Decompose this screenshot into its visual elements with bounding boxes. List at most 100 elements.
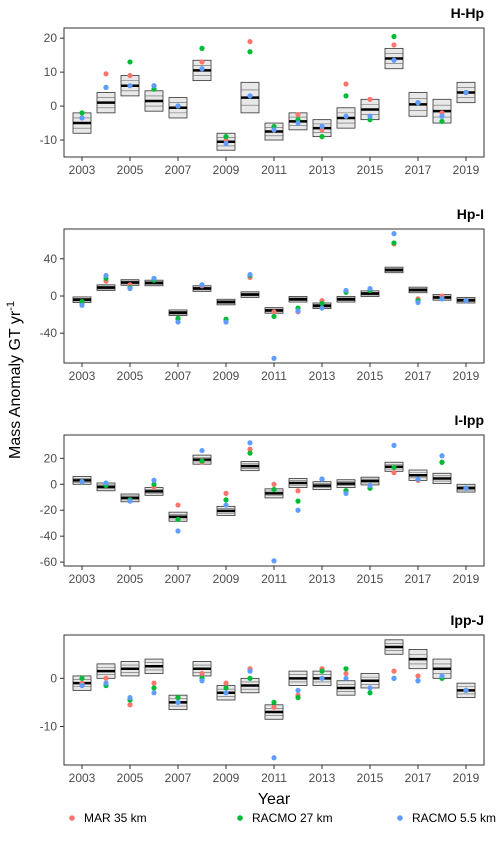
- x-tick-label: 2013: [309, 163, 336, 177]
- point-mar-35-km: [199, 670, 205, 677]
- point-racmo-27-km: [79, 110, 85, 116]
- panel-title: Hp-I: [457, 206, 484, 222]
- point-racmo-5-5-km: [79, 115, 85, 121]
- x-tick-label: 2015: [357, 771, 384, 785]
- grace-box: [288, 296, 308, 303]
- x-tick-label: 2015: [357, 572, 384, 586]
- x-tick-label: 2013: [309, 369, 336, 383]
- y-axis-title: Mass Anomaly GT yr-1: [5, 301, 24, 459]
- point-racmo-5-5-km: [463, 687, 469, 693]
- panel-frame: [63, 434, 485, 567]
- x-tick-label: 2017: [405, 572, 432, 586]
- point-racmo-5-5-km: [151, 275, 157, 281]
- point-racmo-5-5-km: [127, 285, 133, 292]
- point-racmo-5-5-km: [343, 287, 349, 294]
- point-racmo-5-5-km: [295, 308, 301, 314]
- y-tick-label: 20: [44, 451, 58, 465]
- y-tick-label: -10: [40, 719, 58, 733]
- point-racmo-5-5-km: [463, 89, 469, 96]
- x-tick-label: 2007: [165, 369, 192, 383]
- grace-box: [264, 488, 284, 499]
- point-racmo-5-5-km: [223, 502, 229, 508]
- point-racmo-5-5-km: [439, 673, 445, 679]
- point-mar-35-km: [271, 309, 277, 315]
- point-racmo-27-km: [223, 134, 229, 140]
- panel-hp-i: Hp-I -40 0 40 2003 2005 2007 2009 2011 2013 2015 20…: [40, 206, 485, 383]
- x-tick-label: 2017: [405, 771, 432, 785]
- y-tick-label: 0: [50, 671, 57, 685]
- point-racmo-27-km: [271, 699, 277, 706]
- y-tick-label: -60: [40, 555, 58, 569]
- x-tick-label: 2009: [213, 369, 240, 383]
- x-tick-label: 2011: [261, 369, 287, 383]
- y-axis-title-superscript: -1: [5, 301, 17, 311]
- grace-box: [336, 296, 356, 303]
- point-racmo-27-km: [151, 685, 157, 691]
- point-racmo-5-5-km: [175, 103, 181, 109]
- point-racmo-5-5-km: [391, 675, 397, 681]
- grace-box: [384, 266, 404, 274]
- point-racmo-5-5-km: [199, 282, 205, 288]
- point-racmo-5-5-km: [151, 477, 157, 483]
- grace-box: [168, 309, 188, 316]
- point-racmo-5-5-km: [271, 355, 277, 361]
- point-racmo-27-km: [79, 675, 85, 681]
- point-racmo-5-5-km: [247, 668, 253, 674]
- grace-box: [336, 680, 356, 696]
- point-racmo-27-km: [439, 459, 445, 465]
- point-mar-35-km: [343, 81, 349, 87]
- point-racmo-5-5-km: [151, 83, 157, 89]
- legend-entry: RACMO 27 km: [237, 811, 333, 825]
- panel-ipp-j: Ipp-J -10 0 2003 2005 2007 2009 2011 2013 2015 201…: [40, 612, 485, 785]
- point-mar-35-km: [271, 481, 277, 487]
- point-racmo-27-km: [391, 33, 397, 40]
- point-racmo-5-5-km: [439, 113, 445, 119]
- y-tick-label: -20: [40, 503, 58, 517]
- x-tick-label: 2009: [213, 771, 240, 785]
- grace-box: [216, 298, 236, 306]
- grace-box: [408, 649, 428, 670]
- x-tick-label: 2019: [453, 771, 480, 785]
- point-racmo-27-km: [271, 313, 277, 320]
- legend: MAR 35 km RACMO 27 km RACMO 5.5 km: [69, 811, 496, 825]
- grace-box: [264, 704, 284, 720]
- point-racmo-27-km: [175, 315, 181, 321]
- point-racmo-5-5-km: [439, 453, 445, 459]
- point-racmo-5-5-km: [127, 83, 133, 89]
- point-mar-35-km: [367, 96, 373, 102]
- x-tick-label: 2003: [69, 771, 96, 785]
- point-racmo-27-km: [391, 464, 397, 471]
- grace-box: [120, 661, 140, 677]
- point-racmo-5-5-km: [319, 305, 325, 311]
- point-racmo-27-km: [295, 694, 301, 701]
- point-racmo-27-km: [79, 298, 85, 305]
- point-racmo-5-5-km: [391, 442, 397, 448]
- point-racmo-5-5-km: [295, 687, 301, 693]
- point-mar-35-km: [295, 488, 301, 494]
- point-racmo-5-5-km: [391, 57, 397, 63]
- point-mar-35-km: [199, 59, 205, 65]
- grace-box: [192, 285, 212, 292]
- x-tick-label: 2015: [357, 369, 384, 383]
- x-tick-label: 2007: [165, 572, 192, 586]
- x-tick-label: 2011: [261, 572, 287, 586]
- point-racmo-5-5-km: [295, 507, 301, 513]
- point-racmo-5-5-km: [295, 120, 301, 126]
- point-racmo-5-5-km: [103, 680, 109, 686]
- x-tick-label: 2005: [117, 163, 144, 177]
- point-racmo-27-km: [247, 450, 253, 456]
- point-racmo-27-km: [439, 118, 445, 124]
- panel-title: I-Ipp: [454, 412, 484, 428]
- grace-box: [432, 472, 452, 485]
- panel-i-ipp: I-Ipp -60 -40 -20 0 20 2003 2005 2007 2009 2011 201…: [40, 412, 485, 586]
- point-racmo-27-km: [151, 481, 157, 487]
- x-tick-label: 2019: [453, 163, 480, 177]
- point-racmo-5-5-km: [127, 498, 133, 504]
- point-racmo-5-5-km: [271, 127, 277, 133]
- x-tick-label: 2019: [453, 572, 480, 586]
- y-axis-title-main: Mass Anomaly GT yr: [7, 310, 24, 459]
- point-racmo-5-5-km: [79, 479, 85, 485]
- point-racmo-5-5-km: [79, 302, 85, 308]
- grace-box: [96, 284, 116, 291]
- y-tick-label: -40: [40, 529, 58, 543]
